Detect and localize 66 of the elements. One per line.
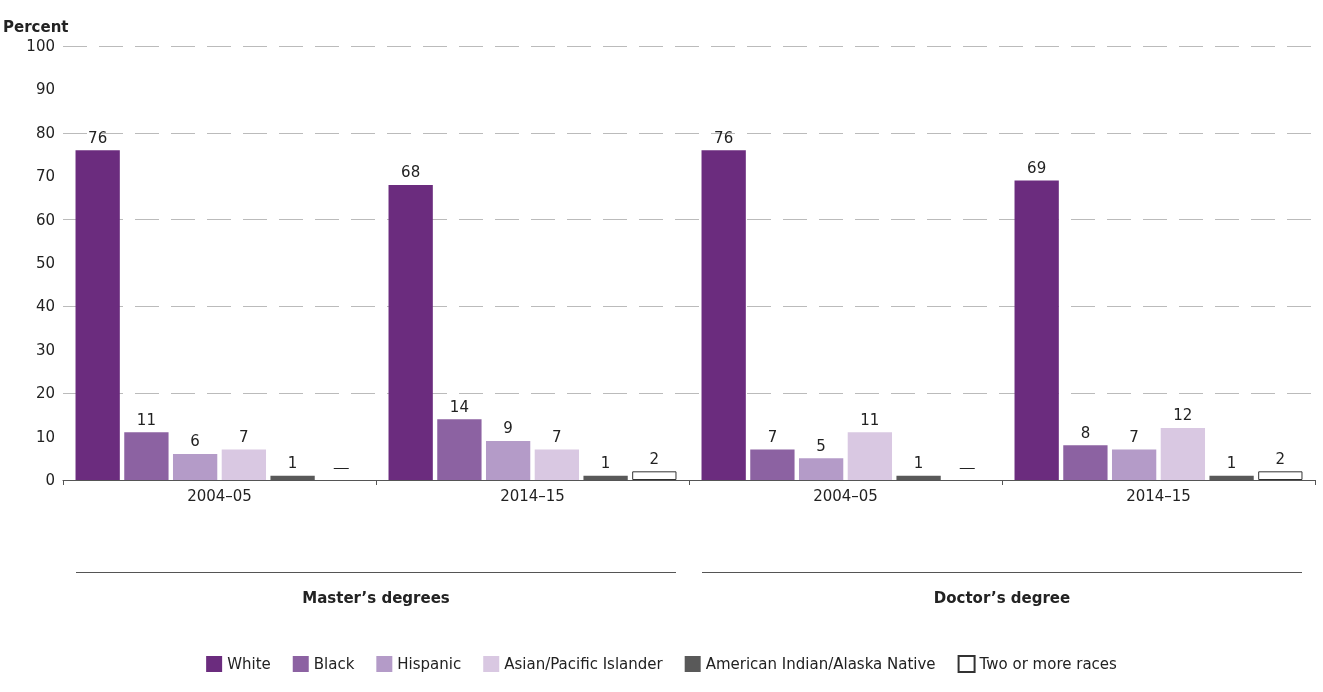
data-label: 6: [190, 432, 200, 451]
legend-label: White: [227, 655, 271, 673]
data-label: 68: [401, 163, 421, 182]
bar: [437, 419, 482, 480]
bar: [847, 432, 893, 480]
text: —: [333, 458, 349, 475]
data-label: 76: [88, 128, 108, 147]
bar: [750, 449, 795, 480]
data-label: 11: [136, 410, 156, 429]
x-tick-label: 2004–05: [813, 486, 878, 505]
text: —: [959, 458, 975, 475]
data-label: 1: [287, 454, 298, 473]
y-tick-label: 90: [35, 80, 55, 99]
data-label: 11: [860, 410, 880, 429]
legend-label: Hispanic: [397, 655, 462, 673]
data-label: 7: [552, 428, 562, 447]
bar: [632, 471, 677, 480]
bar: [172, 453, 218, 480]
y-tick-label: 70: [35, 167, 55, 186]
data-label: 9: [503, 419, 513, 438]
y-tick-label: 0: [45, 471, 55, 489]
bar: [1111, 449, 1157, 480]
bar: [485, 440, 531, 480]
x-tick-label: 2004–05: [187, 486, 252, 505]
data-label: 7: [239, 428, 249, 447]
text: Master’s degrees: [302, 589, 450, 607]
y-tick-label: 30: [35, 340, 55, 359]
legend-label: Black: [313, 655, 355, 673]
data-label: 5: [816, 436, 826, 455]
data-label: 1: [1226, 454, 1237, 473]
data-label: 2: [649, 449, 660, 468]
bar: [388, 184, 433, 480]
bar: [75, 150, 120, 480]
data-label: 1: [913, 454, 924, 473]
data-label: 7: [767, 428, 778, 447]
bar: [1258, 471, 1303, 480]
y-tick-label: 20: [35, 384, 55, 403]
data-label: 14: [449, 397, 469, 416]
legend-label: American Indian/Alaska Native: [705, 655, 936, 673]
bar: [701, 150, 746, 480]
data-label: 76: [714, 128, 734, 147]
x-tick-label: 2014–15: [500, 486, 565, 505]
y-tick-label: 40: [35, 297, 55, 316]
bar: [798, 458, 844, 480]
data-label: 7: [1129, 428, 1139, 447]
data-label: 1: [600, 454, 611, 473]
bar: [534, 449, 580, 480]
y-axis-title: Percent: [3, 17, 69, 36]
y-tick-label: 10: [35, 427, 55, 446]
text: Doctor’s degree: [933, 589, 1071, 607]
data-label: 69: [1027, 159, 1047, 178]
data-label: 2: [1275, 449, 1286, 468]
bar: [221, 449, 267, 480]
x-tick-label: 2014–15: [1126, 486, 1191, 505]
bar: [124, 432, 169, 480]
y-tick-label: 80: [35, 123, 55, 142]
data-label: 8: [1080, 423, 1091, 442]
legend-label: Two or more races: [978, 655, 1118, 673]
legend-label: Asian/Pacific Islander: [504, 655, 664, 673]
data-label: 12: [1173, 406, 1193, 425]
bar: [1014, 180, 1059, 480]
bar: [1160, 427, 1206, 480]
y-tick-label: 50: [35, 254, 55, 272]
bar: [1063, 445, 1108, 480]
y-tick-label: 60: [35, 210, 55, 229]
y-tick-label: 100: [26, 37, 55, 55]
